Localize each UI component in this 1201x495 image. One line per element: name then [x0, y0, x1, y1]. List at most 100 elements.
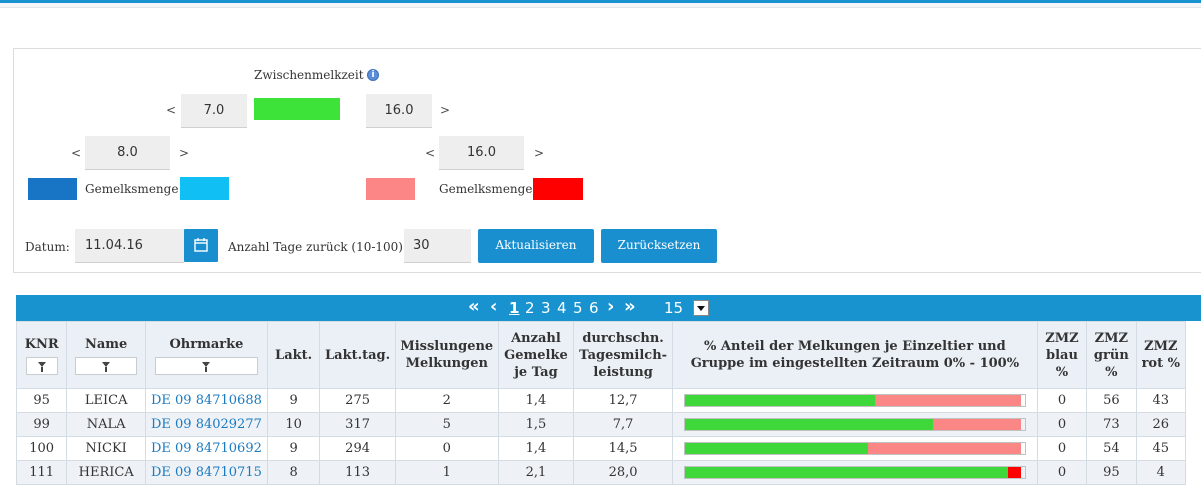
anteil-cell [671, 436, 1038, 461]
table-row[interactable]: 111 HERICA DE 09 84710715 8 113 1 2,1 28,0 0 95 4 [16, 460, 1187, 485]
filter-icon [102, 361, 111, 372]
cell-name: LEICA [66, 388, 146, 413]
col-lakt[interactable]: Lakt. [266, 321, 321, 389]
gm-red-swatch [533, 178, 583, 200]
col-zmz-gruen[interactable]: ZMZ grün % [1086, 321, 1137, 389]
calendar-button[interactable] [184, 229, 218, 262]
anteil-bar [683, 418, 1026, 431]
ohrmarke-cell: DE 09 84710715 [144, 460, 268, 485]
cell-leistung: 28,0 [573, 460, 673, 485]
cell-lakttag: 317 [319, 412, 396, 437]
cell-knr: 95 [16, 388, 68, 413]
page-link-6[interactable]: 6 [589, 299, 599, 317]
zwischenmelkzeit-label: Zwischenmelkzeit [254, 68, 364, 82]
col-misslungene[interactable]: Misslungene Melkungen [394, 321, 499, 389]
col-anteil[interactable]: % Anteil der Melkungen je Einzeltier und… [671, 321, 1038, 389]
bar-segment-green [684, 467, 1008, 478]
page-link-5[interactable]: 5 [573, 299, 583, 317]
cell-zmz-rot: 45 [1135, 436, 1187, 461]
ohrmarke-link[interactable]: DE 09 84710692 [150, 441, 262, 456]
cell-name: NICKI [66, 436, 146, 461]
ohrmarke-link[interactable]: DE 09 84710715 [150, 465, 262, 480]
top-bar [0, 3, 1201, 8]
knr-filter-button[interactable] [25, 356, 58, 375]
cell-leistung: 12,7 [573, 388, 673, 413]
table-row[interactable]: 100 NICKI DE 09 84710692 9 294 0 1,4 14,5 0 54 45 [16, 436, 1187, 461]
name-filter-button[interactable] [75, 356, 138, 375]
col-zmz-blau[interactable]: ZMZ blau % [1036, 321, 1088, 389]
table-row[interactable]: 99 NALA DE 09 84029277 10 317 5 1,5 7,7 0 73 26 [16, 412, 1187, 437]
cell-name: HERICA [66, 460, 146, 485]
cell-lakt: 10 [266, 412, 321, 437]
cell-lakttag: 113 [319, 460, 396, 485]
filter-icon [37, 361, 46, 372]
header-row: KNR Name Ohrmarke Lakt. Lakt.tag. Misslu… [16, 321, 1187, 389]
cell-lakt: 9 [266, 436, 321, 461]
top-accent-line [0, 0, 1201, 3]
page-size-value: 15 [664, 299, 684, 317]
cell-misslungene: 5 [394, 412, 499, 437]
gm-gt-sign-left: > [179, 146, 190, 160]
ohrmarke-filter-button[interactable] [154, 356, 258, 375]
info-icon[interactable]: i [367, 69, 379, 81]
cow-table: KNR Name Ohrmarke Lakt. Lakt.tag. Misslu… [16, 321, 1187, 485]
gm-dark-blue-swatch [28, 178, 77, 200]
ohrmarke-link[interactable]: DE 09 84710688 [150, 393, 262, 408]
col-knr-label: KNR [24, 336, 59, 352]
gemelksmenge-label-left: Gemelksmenge [85, 182, 179, 196]
anteil-bar [683, 394, 1026, 407]
next-page-button[interactable]: › [607, 296, 615, 317]
anteil-bar [683, 442, 1026, 455]
table-row[interactable]: 95 LEICA DE 09 84710688 9 275 2 1,4 12,7 0 56 43 [16, 388, 1187, 413]
anzahl-tage-input[interactable]: 30 [404, 229, 471, 263]
cell-knr: 99 [16, 412, 68, 437]
cell-leistung: 14,5 [573, 436, 673, 461]
anzahl-tage-label: Anzahl Tage zurück (10-100): [228, 240, 408, 254]
page-size-dropdown[interactable] [693, 300, 709, 316]
page-link-1[interactable]: 1 [509, 299, 520, 317]
datum-input[interactable]: 11.04.16 [75, 229, 184, 263]
page-link-2[interactable]: 2 [525, 299, 535, 317]
bar-segment-green [684, 419, 934, 430]
gm-high-input[interactable]: 16.0 [439, 136, 524, 170]
col-ohrmarke[interactable]: Ohrmarke [144, 321, 268, 389]
col-lakttag[interactable]: Lakt.tag. [319, 321, 396, 389]
zuruecksetzen-button[interactable]: Zurücksetzen [601, 229, 717, 263]
page-link-4[interactable]: 4 [557, 299, 567, 317]
cell-zmz-gruen: 73 [1086, 412, 1137, 437]
pager: « ‹ 1 2 3 4 5 6 › » 15 [16, 295, 1201, 321]
col-name[interactable]: Name [66, 321, 146, 389]
col-zmz-rot[interactable]: ZMZ rot % [1135, 321, 1187, 389]
ohrmarke-cell: DE 09 84710688 [144, 388, 268, 413]
datum-label: Datum: [25, 240, 70, 254]
ohrmarke-link[interactable]: DE 09 84029277 [150, 417, 262, 432]
cell-lakttag: 275 [319, 388, 396, 413]
cell-knr: 100 [16, 436, 68, 461]
page-link-3[interactable]: 3 [541, 299, 551, 317]
prev-page-button[interactable]: ‹ [490, 296, 498, 317]
bar-segment-green [684, 443, 869, 454]
zmz-high-input[interactable]: 16.0 [366, 94, 432, 128]
first-page-button[interactable]: « [468, 296, 480, 317]
bar-segment-lightred [875, 395, 1022, 406]
zmz-lt-sign: < [166, 103, 177, 117]
anteil-cell [671, 460, 1038, 485]
cell-knr: 111 [16, 460, 68, 485]
gm-light-red-swatch [366, 178, 415, 200]
aktualisieren-button[interactable]: Aktualisieren [478, 229, 594, 263]
cell-lakttag: 294 [319, 436, 396, 461]
gm-low-input[interactable]: 8.0 [85, 136, 170, 170]
anteil-cell [671, 412, 1038, 437]
col-durchschn[interactable]: durchschn. Tagesmilch-leistung [573, 321, 673, 389]
gm-lt-sign-right: < [425, 146, 436, 160]
cell-anzahl: 1,4 [497, 388, 575, 413]
table-body: 95 LEICA DE 09 84710688 9 275 2 1,4 12,7 0 56 43 99… [16, 388, 1187, 485]
last-page-button[interactable]: » [624, 296, 636, 317]
cell-anzahl: 2,1 [497, 460, 575, 485]
col-knr[interactable]: KNR [16, 321, 68, 389]
gm-lt-sign-left: < [71, 146, 82, 160]
zmz-low-input[interactable]: 7.0 [181, 94, 247, 128]
col-anzahl[interactable]: Anzahl Gemelke je Tag [497, 321, 575, 389]
cell-zmz-blau: 0 [1036, 436, 1088, 461]
filter-panel: Zwischenmelkzeit i < 7.0 16.0 > < 8.0 > … [13, 48, 1201, 273]
